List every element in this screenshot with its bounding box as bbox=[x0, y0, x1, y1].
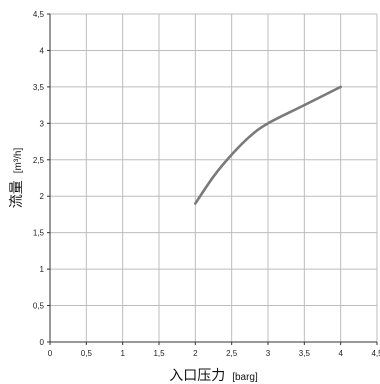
x-tick-label: 4 bbox=[338, 349, 343, 358]
x-axis-unit-text: [barg] bbox=[232, 372, 258, 383]
y-axis-unit-text: [m³/h] bbox=[13, 148, 24, 174]
y-tick-label: 4,5 bbox=[33, 10, 45, 19]
y-tick-label: 0 bbox=[40, 338, 45, 347]
series-line-0 bbox=[194, 85, 342, 205]
x-tick-label: 3,5 bbox=[299, 349, 311, 358]
x-tick-label: 2,5 bbox=[226, 349, 238, 358]
series bbox=[194, 85, 342, 205]
x-axis-title: 入口压力 [barg] bbox=[169, 367, 258, 384]
y-tick-label: 3,5 bbox=[33, 83, 45, 92]
y-tick-label: 3 bbox=[40, 119, 45, 128]
y-tick-label: 1 bbox=[40, 265, 45, 274]
y-tick-label: 2 bbox=[40, 192, 45, 201]
x-tick-label: 0 bbox=[48, 349, 53, 358]
x-tick-label: 2 bbox=[193, 349, 198, 358]
y-tick-label: 4 bbox=[40, 46, 45, 55]
x-tick-label: 1,5 bbox=[153, 349, 165, 358]
y-tick-label: 0,5 bbox=[33, 302, 45, 311]
y-axis-title: 流量 [m³/h] bbox=[8, 148, 25, 209]
axes bbox=[49, 14, 377, 343]
x-tick-label: 4,5 bbox=[371, 349, 380, 358]
x-tick-label: 1 bbox=[120, 349, 125, 358]
y-tick-labels: 0 0,5 1 1,5 2 2,5 3 3,5 4 4,5 bbox=[33, 10, 50, 347]
y-tick-label: 1,5 bbox=[33, 229, 45, 238]
x-axis-title-text: 入口压力 bbox=[169, 368, 225, 384]
grid bbox=[50, 13, 378, 342]
x-tick-labels: 0 0,5 1 1,5 2 2,5 3 3,5 4 4,5 bbox=[48, 342, 380, 358]
x-tick-label: 0,5 bbox=[81, 349, 93, 358]
x-tick-label: 3 bbox=[266, 349, 271, 358]
y-tick-label: 2,5 bbox=[33, 156, 45, 165]
y-axis-title-text: 流量 bbox=[9, 180, 25, 208]
